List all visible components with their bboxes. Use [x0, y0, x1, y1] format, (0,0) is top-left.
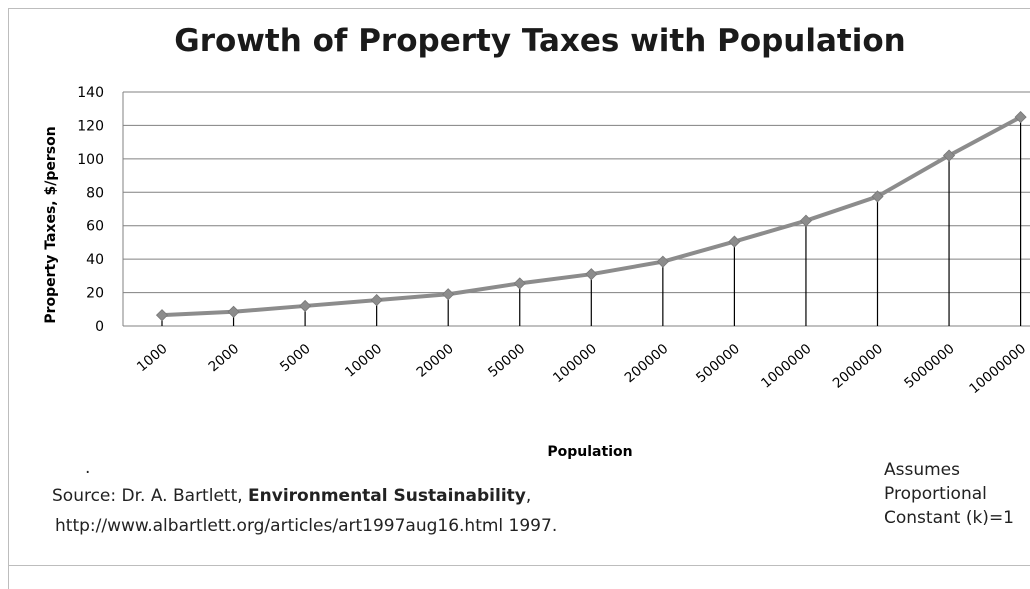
x-tick-label: 10000000: [966, 341, 1029, 397]
y-ticks: 0 20 40 60 80 100 120 140: [77, 85, 104, 335]
source-line-2: http://www.albartlett.org/articles/art19…: [55, 516, 558, 536]
y-tick-label: 80: [86, 185, 104, 201]
lower-frame: [8, 566, 1030, 589]
data-point: [656, 255, 669, 268]
chart-frame: [8, 8, 1030, 566]
y-tick-label: 20: [86, 286, 104, 302]
data-point: [155, 309, 169, 322]
data-point: [799, 214, 813, 227]
data-point: [513, 277, 526, 290]
x-axis-label: Population: [547, 444, 632, 460]
source-line-1: Source: Dr. A. Bartlett, Environmental S…: [52, 484, 531, 508]
assumption-line-1: Assumes: [884, 460, 960, 480]
x-tick-label: 1000000: [758, 341, 814, 392]
y-tick-label: 40: [86, 252, 104, 268]
data-point: [871, 190, 884, 203]
x-tick-label: 10000: [342, 341, 385, 381]
x-tick-label: 50000: [485, 341, 528, 381]
x-tick-label: 200000: [622, 341, 672, 386]
assumption-note: Assumes Proportional Constant (k)=1: [884, 458, 1030, 530]
y-tick-label: 140: [77, 85, 104, 101]
data-point: [1014, 111, 1027, 124]
data-point: [442, 288, 455, 301]
series: [155, 111, 1027, 322]
data-point: [227, 305, 240, 318]
y-tick-label: 100: [77, 152, 104, 168]
y-axis-label: Property Taxes, $/person: [43, 126, 59, 323]
x-ticks: 1000 2000 5000 10000 20000 50000 100000 200000 5…: [134, 341, 1029, 397]
data-point: [370, 294, 383, 307]
chart-title: Growth of Property Taxes with Population: [174, 23, 905, 59]
data-point: [299, 299, 312, 313]
source-title: Environmental Sustainability: [248, 486, 526, 506]
x-tick-label: 1000: [134, 341, 171, 375]
y-tick-label: 0: [95, 319, 104, 335]
x-tick-label: 5000000: [901, 341, 957, 392]
note-dot: .: [85, 458, 91, 478]
grid: [122, 91, 1030, 327]
y-tick-label: 60: [86, 219, 104, 235]
x-tick-label: 20000: [414, 341, 457, 381]
source-prefix: Source: Dr. A. Bartlett,: [52, 486, 249, 506]
assumption-line-2: Proportional: [884, 484, 987, 504]
data-point: [585, 268, 598, 281]
drop-lines: [161, 117, 1022, 326]
x-tick-label: 500000: [693, 341, 743, 386]
x-tick-label: 5000: [277, 341, 314, 375]
data-point: [942, 149, 956, 162]
x-tick-label: 2000: [206, 341, 243, 375]
x-tick-label: 2000000: [830, 341, 886, 392]
assumption-line-3: Constant (k)=1: [884, 508, 1014, 528]
data-point: [728, 235, 741, 248]
source-suffix: ,: [525, 486, 532, 506]
x-tick-label: 100000: [550, 341, 600, 386]
y-tick-label: 120: [77, 118, 104, 134]
